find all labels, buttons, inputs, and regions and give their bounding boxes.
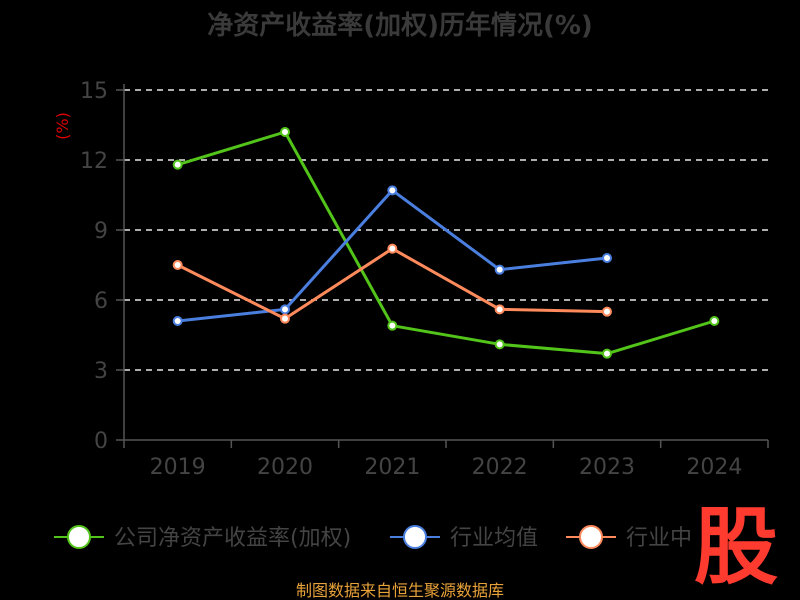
data-point [602,348,612,359]
legend-label: 公司净资产收益率(加权) [114,526,351,551]
series-line [177,130,715,356]
chart-title: 净资产收益率(加权)历年情况(%) [207,10,593,41]
data-point [172,316,183,326]
data-point [387,243,398,254]
y-tick-label: 0 [94,429,108,454]
data-point [280,304,290,315]
series-1 [172,127,720,359]
data-point [280,127,290,137]
x-tick-label: 2024 [686,455,742,480]
x-tick-label: 2021 [364,455,420,480]
series-group [172,127,720,359]
x-tick-label: 2019 [150,455,206,480]
data-point [602,253,612,263]
series-line [176,247,608,321]
data-point [494,304,505,315]
legend-label: 行业均值 [450,526,538,551]
legend-label: 行业中 [626,526,692,551]
legend-marker [67,525,91,549]
data-point [172,159,183,170]
x-tick-label: 2022 [472,455,528,480]
data-point [387,320,398,331]
series-3 [172,243,612,324]
x-tick-label: 2020 [257,455,313,480]
y-axis-unit: (%) [53,112,72,140]
x-tick-labels: 2019 2020 2021 2022 2023 2024 [150,455,743,480]
data-point [494,264,505,275]
legend-marker [403,525,427,549]
data-source-note: 制图数据来自恒生聚源数据库 [296,581,504,600]
y-tick-label: 9 [94,219,108,244]
legend-marker [579,525,603,549]
data-point [387,185,398,196]
data-point [602,306,612,317]
logo-stamp: 股 [694,498,778,596]
y-tick-labels: 0 3 6 9 12 15 [80,79,108,454]
data-point [709,316,720,326]
series-line [177,188,608,323]
series-2 [172,185,612,326]
y-tick-label: 12 [80,149,108,174]
y-tick-label: 6 [94,289,108,314]
data-point [172,260,183,270]
y-tick-label: 15 [80,79,108,104]
legend: 公司净资产收益率(加权) 行业均值 行业中 [54,525,692,551]
axes [116,84,769,448]
x-tick-label: 2023 [579,455,635,480]
y-tick-label: 3 [94,359,108,384]
data-point [280,313,290,324]
data-point [494,339,505,350]
